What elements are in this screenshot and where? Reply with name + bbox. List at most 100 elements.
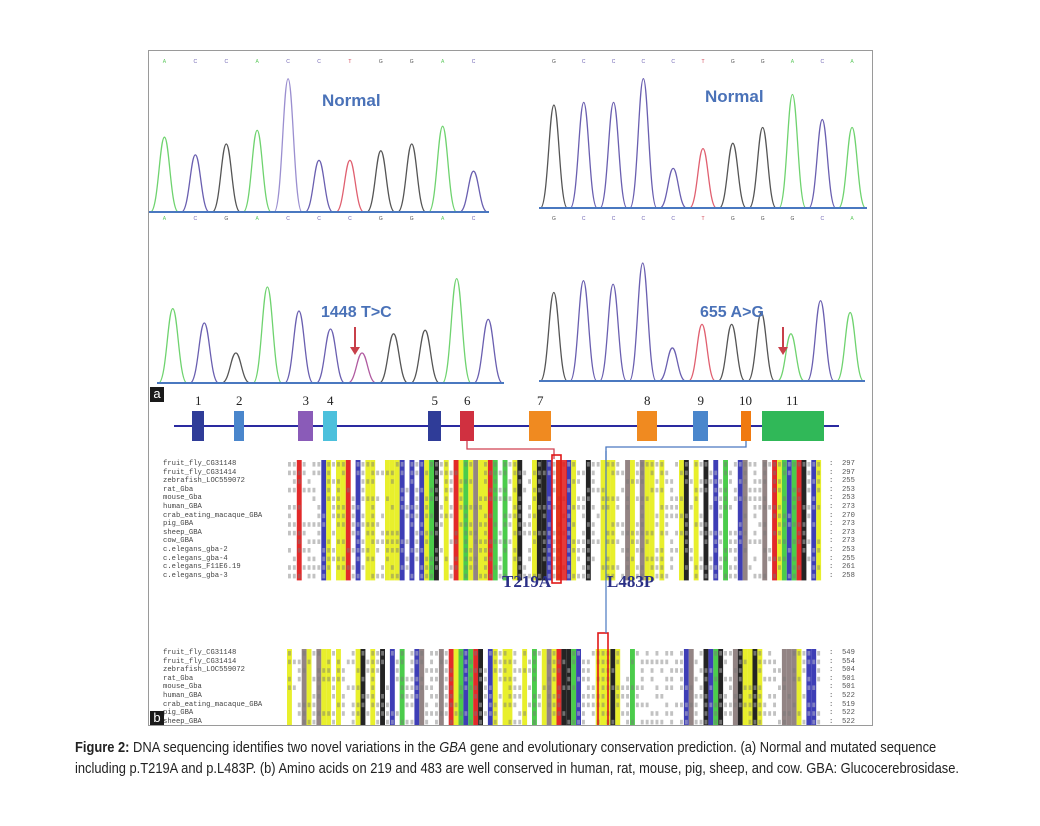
residue-glyph [601,694,605,699]
residue-glyph [444,685,448,690]
residue-glyph [733,702,737,708]
residue-glyph [577,496,580,501]
residue-glyph [503,487,507,493]
residue-glyph [518,505,522,510]
chromatogram-peak [441,277,472,384]
residue-glyph [640,548,644,553]
residue-glyph [415,676,419,682]
residue-glyph [724,556,727,562]
residue-glyph [807,539,811,544]
residue-glyph [724,496,727,501]
residue-glyph [400,462,404,467]
residue-glyph [802,462,806,467]
residue-glyph [518,711,522,716]
residue-glyph [596,462,600,467]
conserved-column [336,649,341,725]
residue-glyph [405,487,409,493]
residue-glyph [317,522,321,527]
residue-glyph [709,685,713,690]
exon-number-5: 5 [431,393,439,408]
base-call-top: C [472,59,476,65]
base-call-top: C [820,59,824,65]
residue-glyph [753,462,757,467]
conserved-column [487,649,493,725]
residue-glyph [582,694,585,699]
base-call-bottom: C [820,216,824,222]
residue-glyph [817,676,821,682]
residue-glyph [454,470,458,476]
residue-glyph [650,470,654,476]
residue-glyph [586,556,590,562]
residue-glyph [288,573,291,579]
residue-glyph [552,694,556,699]
residue-glyph [802,548,806,553]
residue-glyph [302,462,306,467]
conserved-column [414,649,420,725]
exon-number-4: 4 [327,393,334,408]
residue-glyph [812,462,816,467]
residue-glyph [792,565,796,570]
residue-glyph [297,573,301,579]
residue-glyph [312,462,316,467]
residue-glyph [337,702,340,708]
residue-glyph [640,505,644,510]
conserved-column [576,649,581,725]
conserved-column [742,649,748,725]
residue-glyph [601,676,605,682]
residue-glyph [444,470,448,476]
residue-glyph [753,702,757,708]
residue-glyph [317,685,321,690]
residue-glyph [670,556,674,562]
residue-glyph [768,659,772,665]
residue-glyph [645,702,649,708]
residue-glyph [704,487,708,493]
residue-glyph [307,659,311,665]
residue-glyph [386,556,389,562]
residue-glyph [297,676,301,682]
residue-glyph [503,539,507,544]
conserved-column [458,649,464,725]
residue-glyph [547,470,551,476]
residue-glyph [410,694,414,699]
conserved-column [566,649,572,725]
residue-glyph [572,659,576,665]
residue-glyph [660,565,664,570]
conserved-column [801,460,807,581]
residue-glyph [699,651,703,656]
conserved-column [752,649,758,725]
residue-glyph [302,470,306,476]
residue-glyph [493,496,497,501]
residue-glyph [390,651,394,656]
residue-glyph [307,565,311,570]
residue-glyph [351,651,355,656]
residue-glyph [523,522,527,527]
residue-glyph [782,539,786,544]
residue-glyph [503,573,507,579]
residue-glyph [528,530,531,536]
residue-glyph [763,711,767,716]
residue-glyph [341,711,345,716]
residue-glyph [288,651,291,656]
residue-glyph [768,505,772,510]
residue-glyph [337,487,340,493]
conserved-column [487,460,493,581]
residue-glyph [410,479,414,484]
residue-glyph [606,573,610,579]
residue-glyph [537,573,541,579]
chromatogram-label-normal-2: Normal [705,87,764,106]
residue-glyph [346,565,350,570]
residue-glyph [778,479,781,484]
residue-glyph [704,711,708,716]
residue-glyph [351,530,355,536]
residue-glyph [665,659,669,665]
residue-glyph [582,513,585,519]
residue-glyph [782,556,786,562]
residue-glyph [763,530,767,536]
residue-glyph [479,668,482,673]
residue-glyph [586,487,590,493]
residue-glyph [812,711,816,716]
residue-glyph [729,530,732,536]
residue-glyph [425,719,429,725]
residue-glyph [341,702,345,708]
residue-glyph [616,522,620,527]
